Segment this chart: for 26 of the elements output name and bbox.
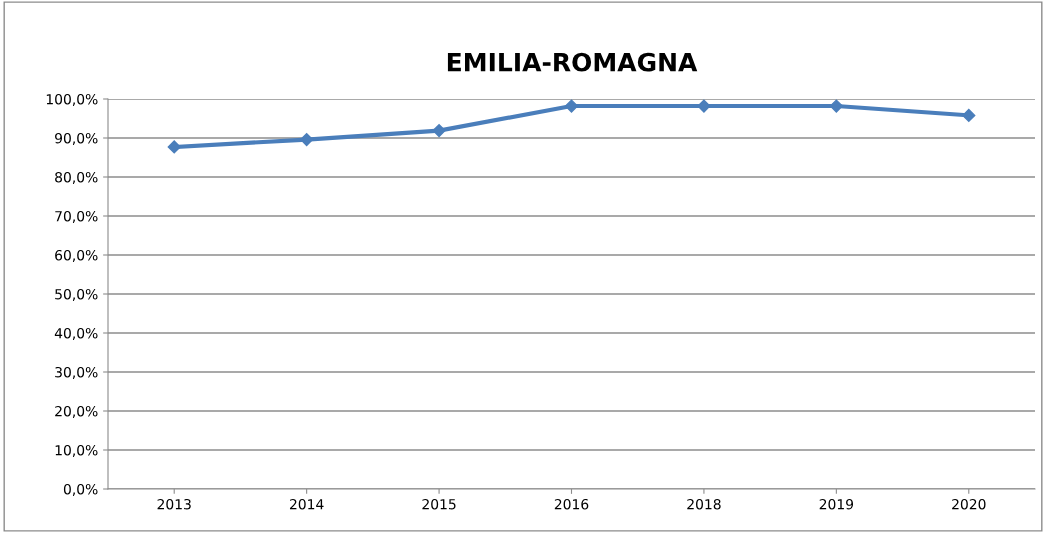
y-tick-label: 0,0%: [63, 483, 98, 496]
x-tick-label: 2018: [687, 498, 721, 510]
point: [697, 99, 711, 113]
point: [829, 99, 843, 113]
x-tick-label: 2016: [554, 498, 589, 510]
y-tick-label: 90,0%: [55, 132, 98, 145]
y-tick-label: 60,0%: [55, 249, 98, 262]
y-tick-label: 50,0%: [55, 288, 98, 301]
point: [962, 108, 976, 122]
point: [432, 124, 446, 138]
y-tick-label: 100,0%: [46, 93, 98, 106]
x-tick-label: 2019: [819, 498, 854, 510]
point: [167, 140, 181, 154]
x-tick-label: 2013: [157, 498, 191, 510]
y-tick-label: 10,0%: [55, 444, 98, 457]
y-tick-label: 70,0%: [55, 210, 98, 223]
y-tick-label: 20,0%: [55, 405, 98, 418]
point: [300, 132, 314, 147]
point: [564, 99, 579, 113]
x-tick-label: 2014: [289, 498, 324, 510]
y-tick-label: 80,0%: [55, 171, 98, 184]
y-tick-label: 30,0%: [55, 366, 98, 379]
y-tick-label: 40,0%: [54, 327, 98, 340]
chart-title: EMILIA-ROMAGNA: [447, 52, 698, 72]
x-tick-label: 2020: [952, 498, 986, 510]
x-tick-label: 2015: [422, 498, 456, 510]
